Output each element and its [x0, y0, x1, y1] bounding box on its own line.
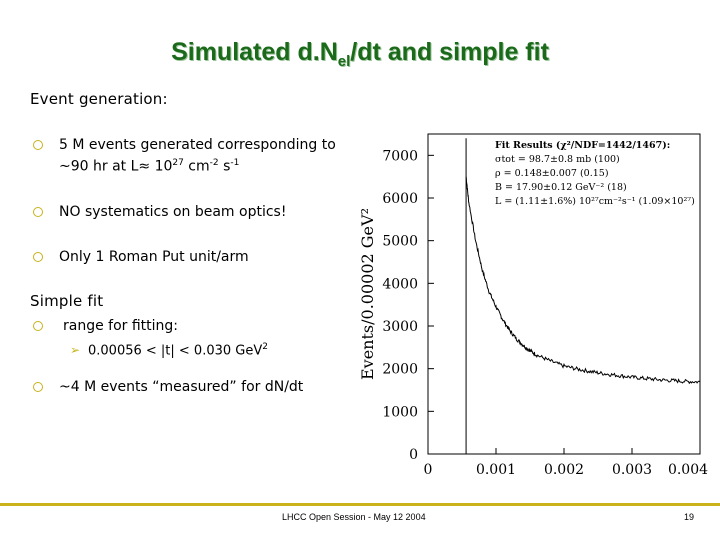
- y-tick-label: 0: [409, 447, 418, 463]
- fit-result-line: L = (1.11±1.6%) 10²⁷cm⁻²s⁻¹ (1.09×10²⁷): [495, 196, 695, 207]
- fit-result-line: σtot = 98.7±0.8 mb (100): [495, 154, 620, 165]
- y-axis-label: Events/0.00002 GeV²: [358, 208, 377, 380]
- y-tick-label: 2000: [382, 362, 418, 378]
- x-tick-label: 0.004: [668, 462, 708, 478]
- section-event-generation: Event generation:: [30, 90, 168, 108]
- section-simple-fit: Simple fit: [30, 292, 104, 310]
- circle-bullet-icon: [33, 252, 43, 262]
- y-tick-label: 5000: [382, 234, 418, 250]
- circle-bullet-icon: [33, 140, 43, 150]
- footer-text: LHCC Open Session - May 12 2004: [282, 512, 426, 522]
- arrow-bullet-icon: ➢: [70, 343, 81, 357]
- x-tick-label: 0.002: [544, 462, 584, 478]
- y-tick-label: 3000: [382, 319, 418, 335]
- y-tick-label: 7000: [382, 148, 418, 164]
- fit-result-line: ρ = 0.148±0.007 (0.15): [495, 168, 609, 179]
- x-tick-label: 0.001: [476, 462, 516, 478]
- fit-result-line: Fit Results (χ²/NDF=1442/1467):: [495, 140, 670, 151]
- dndt-chart: Events/0.00002 GeV² 0 1000 2000 3000 4000 500…: [358, 133, 708, 478]
- series-line: [465, 176, 701, 385]
- y-tick-label: 1000: [382, 404, 418, 420]
- slide-title: Simulated d.Nel/dt and simple fit: [171, 38, 549, 70]
- x-tick-label: 0: [424, 462, 433, 478]
- circle-bullet-icon: [33, 207, 43, 217]
- y-tick-label: 4000: [382, 276, 418, 292]
- circle-bullet-icon: [33, 321, 43, 331]
- plot-frame: [427, 133, 701, 455]
- y-tick-label: 6000: [382, 191, 418, 207]
- footer-divider: [0, 503, 720, 506]
- page-number: 19: [684, 512, 695, 522]
- fit-result-line: B = 17.90±0.12 GeV⁻² (18): [495, 182, 627, 193]
- circle-bullet-icon: [33, 382, 43, 392]
- x-tick-label: 0.003: [612, 462, 652, 478]
